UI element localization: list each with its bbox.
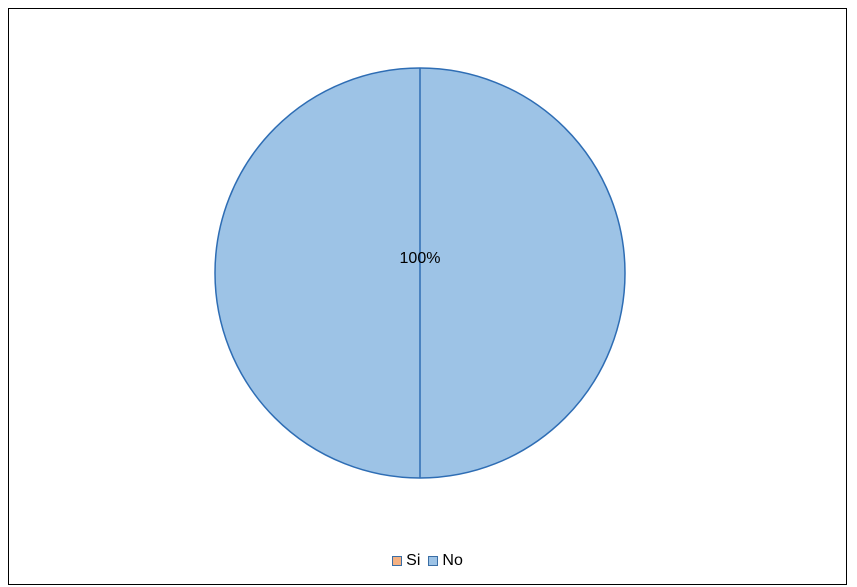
pie-chart: 100%	[214, 67, 626, 479]
legend-label-no: No	[442, 552, 463, 569]
legend-label-si: Si	[406, 552, 421, 569]
legend-item-no[interactable]: No	[428, 552, 463, 570]
legend-swatch-si	[392, 556, 403, 566]
chart-frame: 100% Si No	[8, 8, 847, 585]
legend-item-si[interactable]: Si	[392, 552, 420, 570]
legend-swatch-no	[428, 556, 439, 566]
data-label-no: 100%	[400, 250, 441, 267]
legend: Si No	[9, 552, 846, 570]
